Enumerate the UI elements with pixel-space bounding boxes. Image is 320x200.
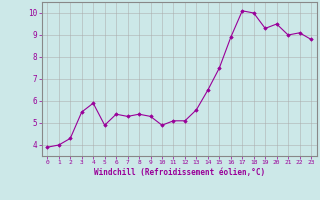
X-axis label: Windchill (Refroidissement éolien,°C): Windchill (Refroidissement éolien,°C) [94, 168, 265, 177]
